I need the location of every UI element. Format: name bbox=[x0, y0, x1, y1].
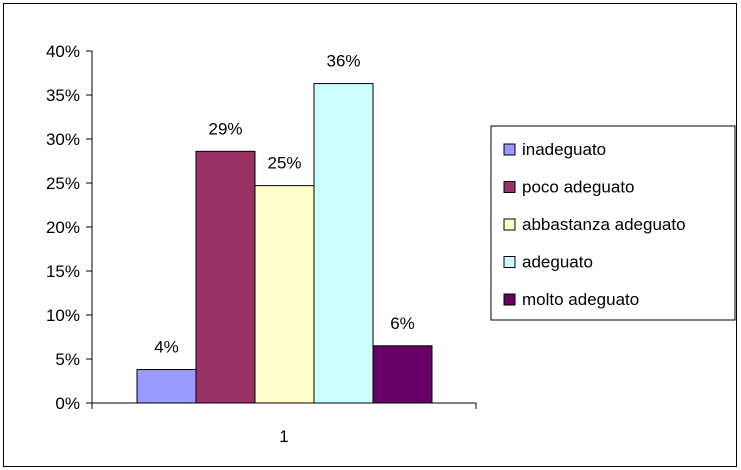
data-label: 36% bbox=[326, 52, 360, 71]
bar-poco-adeguato bbox=[195, 150, 256, 404]
x-tick-label: 1 bbox=[279, 427, 288, 446]
y-tick-label: 30% bbox=[46, 130, 80, 149]
bar-molto-adeguato bbox=[372, 345, 433, 404]
y-tick-label: 25% bbox=[46, 174, 80, 193]
data-label: 25% bbox=[267, 154, 301, 173]
data-label: 4% bbox=[154, 338, 179, 357]
legend-label: molto adeguato bbox=[522, 290, 639, 309]
legend-swatch bbox=[503, 143, 516, 156]
y-tick-label: 0% bbox=[55, 394, 80, 413]
legend-label: poco adeguato bbox=[522, 178, 635, 197]
legend-label: inadeguato bbox=[522, 140, 606, 159]
data-label: 29% bbox=[208, 119, 242, 138]
legend-swatch bbox=[503, 218, 516, 231]
bar-adeguato bbox=[313, 83, 374, 404]
bar-abbastanza-adeguato bbox=[254, 185, 315, 404]
y-tick-label: 15% bbox=[46, 262, 80, 281]
legend-swatch bbox=[503, 293, 516, 306]
legend-label: adeguato bbox=[522, 253, 593, 272]
legend-label: abbastanza adeguato bbox=[522, 215, 686, 234]
legend-box bbox=[490, 125, 736, 321]
y-tick-label: 20% bbox=[46, 218, 80, 237]
y-tick-label: 10% bbox=[46, 306, 80, 325]
data-label: 6% bbox=[390, 314, 415, 333]
y-tick-label: 40% bbox=[46, 42, 80, 61]
legend-swatch bbox=[503, 256, 516, 268]
legend-swatch bbox=[503, 181, 516, 193]
bar-inadeguato bbox=[136, 369, 197, 404]
y-tick-label: 35% bbox=[46, 86, 80, 105]
y-tick-label: 5% bbox=[55, 350, 80, 369]
